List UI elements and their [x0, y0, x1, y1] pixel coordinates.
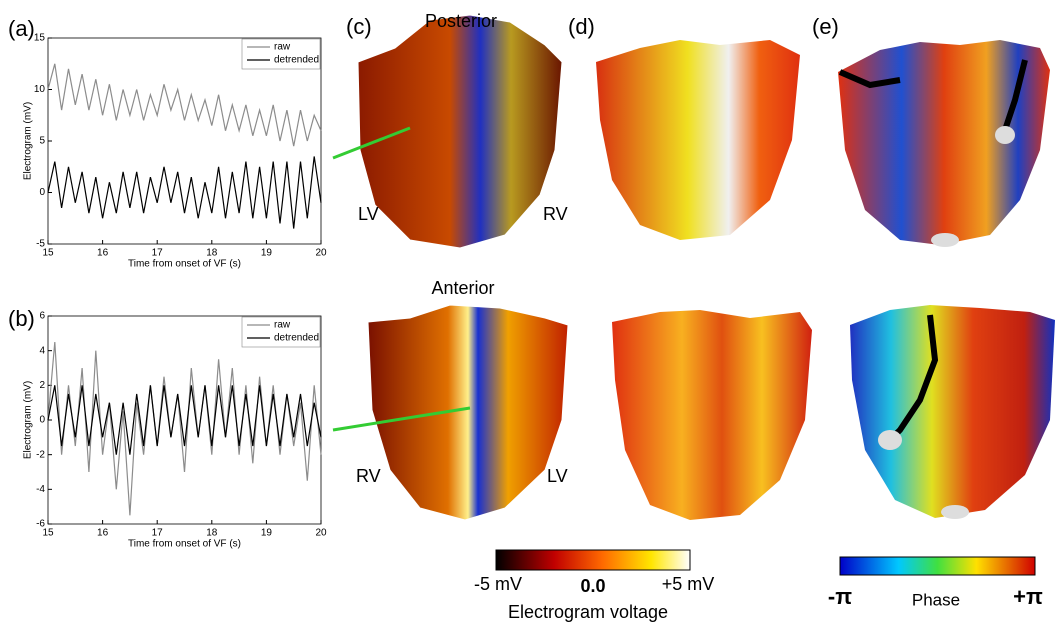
- x-tick-label: 17: [152, 528, 164, 539]
- data-line: [48, 385, 321, 454]
- x-tick-label: 17: [152, 248, 164, 259]
- phase-marker: [941, 505, 969, 519]
- y-tick-label: -4: [36, 484, 45, 495]
- colorbar-label: -π: [828, 584, 852, 609]
- figure: (a) (b) (c) (d) (e) Posterior Anterior L…: [0, 0, 1055, 623]
- panel-label: (c): [346, 14, 372, 39]
- x-tick-label: 20: [315, 248, 327, 259]
- x-tick-label: 20: [315, 528, 327, 539]
- data-line: [48, 156, 321, 228]
- x-tick-label: 16: [97, 528, 109, 539]
- voltage-colorbar: [496, 550, 690, 570]
- y-tick-label: 0: [39, 187, 45, 198]
- x-axis-label: Time from onset of VF (s): [128, 259, 241, 270]
- x-tick-label: 16: [97, 248, 109, 259]
- legend-label: detrended: [274, 333, 319, 344]
- y-tick-label: 4: [39, 345, 45, 356]
- colorbar-label: -5 mV: [474, 574, 522, 594]
- legend-label: raw: [274, 42, 291, 53]
- colorbar-title: Phase: [912, 590, 960, 609]
- x-tick-label: 18: [206, 528, 218, 539]
- y-axis-label: Electrogram (mV): [23, 381, 34, 459]
- colorbar-label: 0.0: [580, 576, 605, 596]
- phase-marker: [931, 233, 959, 247]
- y-tick-label: 5: [39, 136, 45, 147]
- x-axis-label: Time from onset of VF (s): [128, 539, 241, 550]
- y-tick-label: -6: [36, 519, 45, 530]
- colorbar-title: Electrogram voltage: [508, 602, 668, 622]
- y-tick-label: 2: [39, 380, 45, 391]
- chamber-label: LV: [547, 466, 568, 486]
- panel-label: (e): [812, 14, 839, 39]
- heart-anterior-electrodes: [368, 305, 568, 520]
- heart-posterior-voltage: [596, 40, 800, 240]
- y-tick-label: 15: [34, 33, 46, 44]
- y-tick-label: 10: [34, 84, 46, 95]
- panel-label: (d): [568, 14, 595, 39]
- phase-marker: [878, 430, 902, 450]
- panel-label: (a): [8, 16, 35, 41]
- heart-posterior-phase: [838, 40, 1050, 245]
- panel-label: (b): [8, 306, 35, 331]
- phase-colorbar: [840, 557, 1035, 575]
- heart-anterior-phase: [850, 305, 1055, 518]
- data-line: [48, 64, 321, 146]
- heart-anterior-voltage: [612, 310, 812, 520]
- view-label: Anterior: [431, 278, 494, 298]
- y-tick-label: -2: [36, 449, 45, 460]
- legend-label: detrended: [274, 55, 319, 66]
- y-axis-label: Electrogram (mV): [23, 102, 34, 180]
- x-tick-label: 18: [206, 248, 218, 259]
- legend-label: raw: [274, 320, 291, 331]
- y-tick-label: 6: [39, 311, 45, 322]
- heart-posterior-electrodes: [358, 15, 562, 248]
- colorbar-label: +5 mV: [662, 574, 715, 594]
- y-tick-label: 0: [39, 415, 45, 426]
- x-tick-label: 19: [261, 248, 273, 259]
- colorbar-label: +π: [1013, 584, 1043, 609]
- view-label: Posterior: [425, 11, 497, 31]
- chamber-label: RV: [543, 204, 568, 224]
- y-tick-label: -5: [36, 239, 45, 250]
- chamber-label: RV: [356, 466, 381, 486]
- x-tick-label: 19: [261, 528, 273, 539]
- data-line: [48, 342, 321, 515]
- phase-marker: [995, 126, 1015, 144]
- chamber-label: LV: [358, 204, 379, 224]
